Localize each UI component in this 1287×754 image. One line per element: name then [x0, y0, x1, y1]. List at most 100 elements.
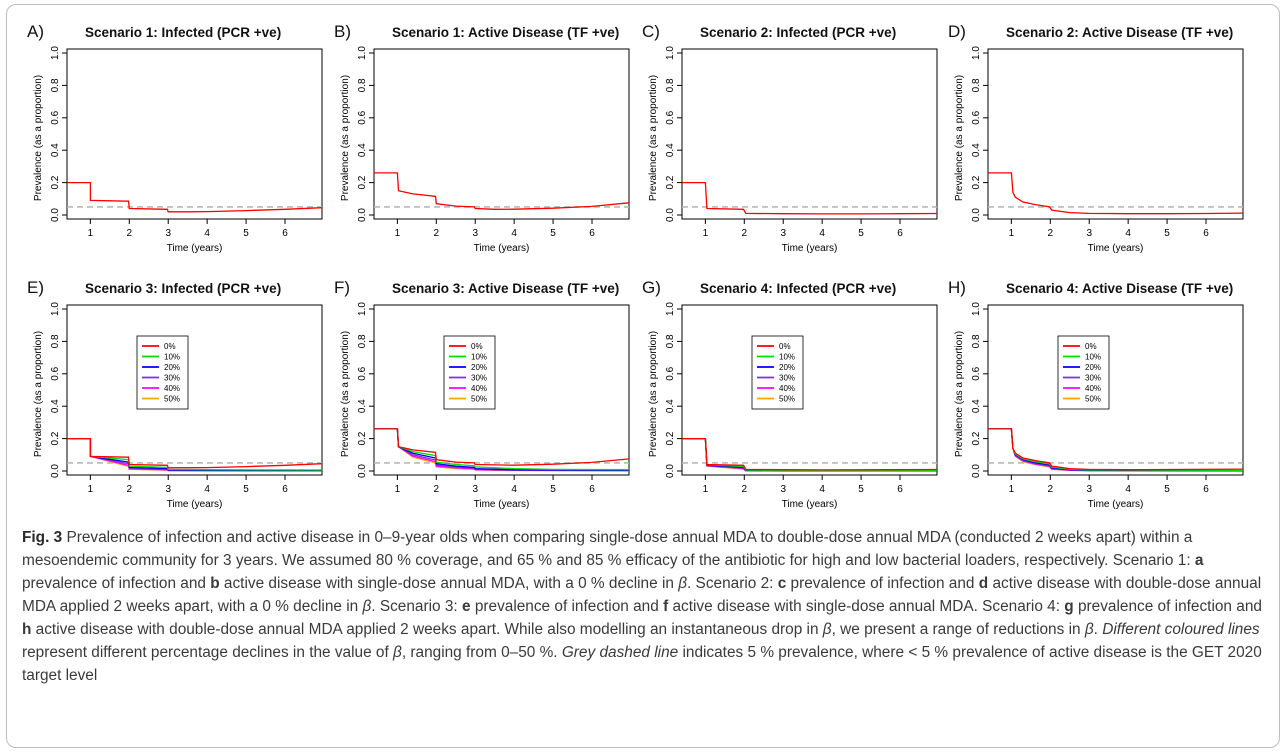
plot-box: [987, 48, 1244, 220]
x-tick-label: 6: [897, 484, 903, 495]
y-axis-label: Prevalence (as a proportion): [340, 75, 351, 201]
legend-label: 0%: [471, 342, 483, 351]
beta-symbol: β: [678, 575, 687, 592]
series-line: [988, 428, 1244, 472]
y-tick-label: 0.0: [971, 464, 982, 478]
plot-box: [66, 304, 323, 476]
y-tick-label: 0.2: [50, 431, 61, 445]
y-axis-label: Prevalence (as a proportion): [33, 331, 44, 457]
panel-f: F) Scenario 3: Active Disease (TF +ve) 0.0…: [334, 278, 630, 510]
caption-text: .: [1093, 621, 1103, 638]
x-tick-label: 6: [897, 228, 903, 239]
series-line: [67, 181, 323, 213]
series-line: [988, 428, 1244, 472]
x-tick-label: 5: [550, 484, 556, 495]
y-tick-label: 0.0: [665, 464, 676, 478]
panel-title: Scenario 3: Active Disease (TF +ve): [392, 281, 619, 296]
legend-label: 0%: [1085, 342, 1097, 351]
y-tick-label: 0.4: [357, 143, 368, 157]
y-tick-label: 0.0: [50, 464, 61, 478]
x-tick-label: 3: [165, 228, 171, 239]
caption-text: . Scenario 2:: [687, 575, 778, 592]
y-tick-label: 1.0: [971, 302, 982, 316]
caption-text: active disease with double-dose annual M…: [22, 575, 1262, 615]
legend-label: 20%: [471, 363, 487, 372]
legend-label: 50%: [1085, 395, 1101, 404]
caption-text: prevalence of infection and: [470, 598, 664, 615]
caption-text: active disease with double-dose annual M…: [31, 621, 823, 638]
y-tick-label: 0.8: [971, 78, 982, 92]
legend-label: 20%: [779, 363, 795, 372]
caption-ref-g: g: [1064, 598, 1074, 615]
y-tick-label: 0.4: [971, 143, 982, 157]
series-line: [374, 428, 630, 466]
y-tick-label: 0.2: [357, 175, 368, 189]
beta-symbol: β: [393, 644, 402, 661]
x-axis-label: Time (years): [782, 243, 838, 254]
panel-title: Scenario 2: Infected (PCR +ve): [700, 25, 896, 40]
panel-title: Scenario 1: Active Disease (TF +ve): [392, 25, 619, 40]
legend-label: 10%: [779, 353, 795, 362]
legend-label: 40%: [779, 384, 795, 393]
legend-label: 30%: [164, 374, 180, 383]
x-tick-label: 6: [589, 484, 595, 495]
panel-d: D) Scenario 2: Active Disease (TF +ve) 0.0…: [948, 22, 1244, 254]
legend-label: 50%: [471, 395, 487, 404]
x-tick-label: 3: [472, 484, 478, 495]
y-tick-label: 0.0: [971, 208, 982, 222]
x-axis-label: Time (years): [1088, 243, 1144, 254]
caption-text: represent different percentage declines …: [22, 644, 394, 661]
series-line: [67, 437, 323, 469]
y-tick-label: 0.6: [357, 366, 368, 380]
x-tick-label: 5: [858, 484, 864, 495]
x-tick-label: 2: [434, 484, 440, 495]
x-tick-label: 2: [742, 484, 748, 495]
y-tick-label: 0.0: [357, 208, 368, 222]
y-tick-label: 0.2: [665, 431, 676, 445]
legend-label: 0%: [164, 342, 176, 351]
x-tick-label: 1: [703, 228, 709, 239]
caption-italic: Different coloured lines: [1102, 621, 1260, 638]
y-tick-label: 0.2: [357, 431, 368, 445]
x-tick-label: 5: [1164, 484, 1170, 495]
y-tick-label: 0.4: [665, 143, 676, 157]
y-tick-label: 0.4: [971, 399, 982, 413]
caption-text: . Scenario 3:: [371, 598, 462, 615]
x-tick-label: 2: [1048, 484, 1054, 495]
y-tick-label: 0.6: [971, 366, 982, 380]
series-line: [682, 437, 938, 472]
y-tick-label: 1.0: [665, 302, 676, 316]
panel-title: Scenario 2: Active Disease (TF +ve): [1006, 25, 1233, 40]
legend-label: 20%: [164, 363, 180, 372]
y-tick-label: 0.4: [357, 399, 368, 413]
x-tick-label: 2: [434, 228, 440, 239]
x-tick-label: 2: [742, 228, 748, 239]
x-tick-label: 4: [204, 228, 210, 239]
y-tick-label: 1.0: [357, 46, 368, 60]
y-tick-label: 0.8: [971, 334, 982, 348]
caption-ref-d: d: [978, 575, 989, 592]
x-axis-label: Time (years): [167, 499, 223, 510]
caption-ref-h: h: [22, 621, 32, 638]
caption-text: Prevalence of infection and active disea…: [22, 529, 1195, 569]
x-tick-label: 3: [1086, 484, 1092, 495]
y-tick-label: 0.6: [665, 366, 676, 380]
y-tick-label: 0.4: [50, 143, 61, 157]
x-tick-label: 4: [511, 228, 517, 239]
y-tick-label: 1.0: [50, 46, 61, 60]
y-tick-label: 0.6: [357, 110, 368, 124]
x-tick-label: 1: [395, 484, 401, 495]
legend-box: [751, 335, 804, 410]
y-tick-label: 0.0: [50, 208, 61, 222]
x-tick-label: 1: [703, 484, 709, 495]
x-tick-label: 3: [1086, 228, 1092, 239]
x-tick-label: 5: [243, 484, 249, 495]
legend-label: 20%: [1085, 363, 1101, 372]
x-tick-label: 3: [472, 228, 478, 239]
panel-letter: H): [948, 278, 966, 297]
panel-b: B) Scenario 1: Active Disease (TF +ve) 0.0…: [334, 22, 630, 254]
panel-c: C) Scenario 2: Infected (PCR +ve) 0.0 0.2 0.…: [642, 22, 938, 254]
y-tick-label: 0.2: [971, 175, 982, 189]
x-tick-label: 2: [1048, 228, 1054, 239]
x-tick-label: 6: [282, 228, 288, 239]
